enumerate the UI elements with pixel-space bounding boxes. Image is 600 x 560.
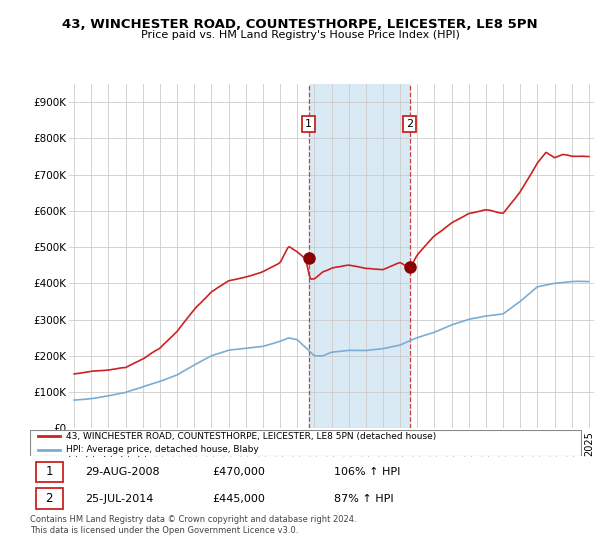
- Text: 2: 2: [46, 492, 53, 505]
- FancyBboxPatch shape: [30, 430, 581, 456]
- Text: 29-AUG-2008: 29-AUG-2008: [85, 467, 160, 477]
- Text: 87% ↑ HPI: 87% ↑ HPI: [334, 493, 393, 503]
- Text: 43, WINCHESTER ROAD, COUNTESTHORPE, LEICESTER, LE8 5PN: 43, WINCHESTER ROAD, COUNTESTHORPE, LEIC…: [62, 18, 538, 31]
- Text: 25-JUL-2014: 25-JUL-2014: [85, 493, 154, 503]
- Text: Price paid vs. HM Land Registry's House Price Index (HPI): Price paid vs. HM Land Registry's House …: [140, 30, 460, 40]
- Text: £445,000: £445,000: [212, 493, 265, 503]
- Text: 1: 1: [305, 119, 312, 129]
- Text: £470,000: £470,000: [212, 467, 265, 477]
- Text: 106% ↑ HPI: 106% ↑ HPI: [334, 467, 400, 477]
- Bar: [308, 84, 410, 428]
- Text: HPI: Average price, detached house, Blaby: HPI: Average price, detached house, Blab…: [66, 445, 259, 454]
- Text: Contains HM Land Registry data © Crown copyright and database right 2024.
This d: Contains HM Land Registry data © Crown c…: [30, 515, 356, 535]
- Text: 43, WINCHESTER ROAD, COUNTESTHORPE, LEICESTER, LE8 5PN (detached house): 43, WINCHESTER ROAD, COUNTESTHORPE, LEIC…: [66, 432, 436, 441]
- FancyBboxPatch shape: [35, 488, 63, 508]
- FancyBboxPatch shape: [35, 462, 63, 482]
- Text: 1: 1: [46, 465, 53, 478]
- Text: 2: 2: [406, 119, 413, 129]
